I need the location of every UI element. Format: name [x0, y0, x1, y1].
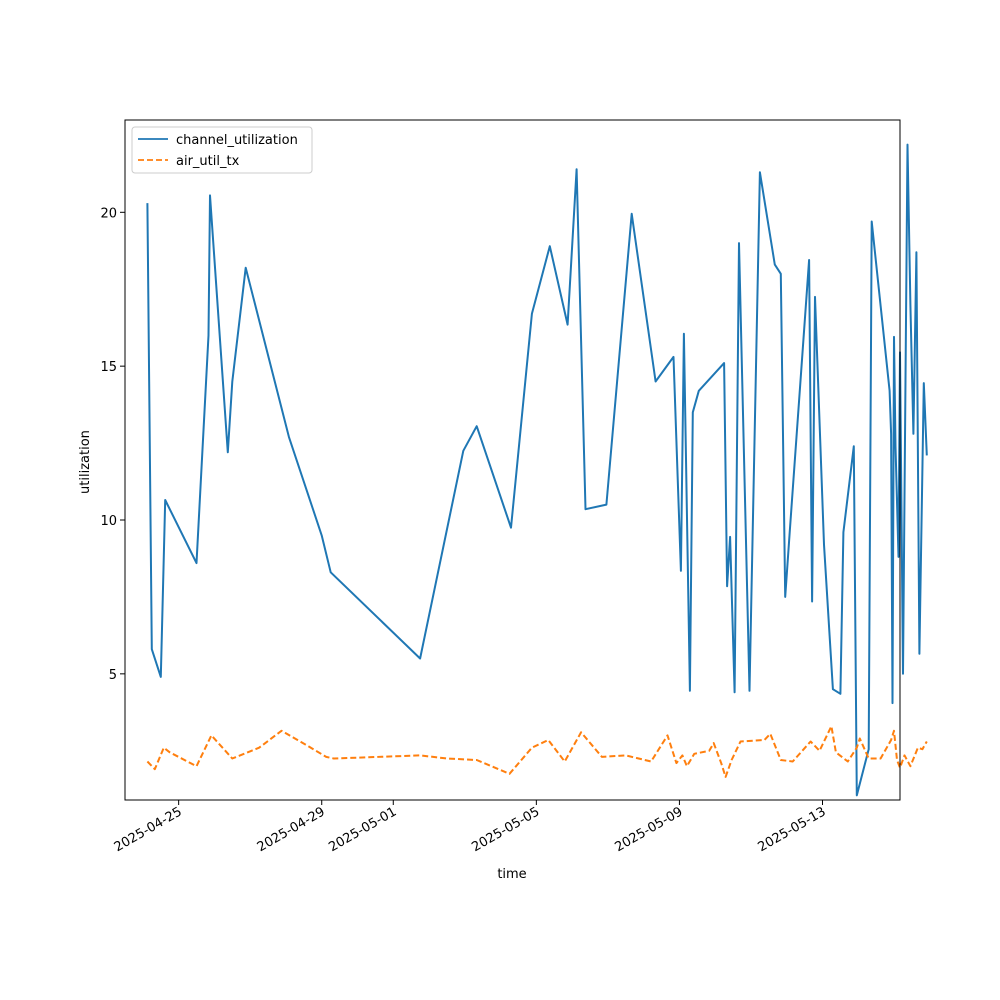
legend: channel_utilization air_util_tx: [131, 126, 313, 174]
legend-label-channel-utilization: channel_utilization: [176, 133, 298, 148]
y-tick-label: 5: [109, 668, 117, 683]
x-axis-label: time: [497, 867, 526, 882]
y-tick-label: 15: [100, 360, 117, 375]
legend-label-air-util-tx: air_util_tx: [176, 154, 240, 169]
legend-frame: [131, 126, 313, 174]
series-line-air-util-tx: [146, 725, 928, 778]
y-axis-label: utilization: [78, 430, 93, 494]
series-line-channel-utilization: [146, 143, 928, 797]
y-tick-label: 10: [100, 514, 117, 529]
y-tick-label: 20: [100, 206, 117, 221]
plot-frame: [124, 119, 901, 801]
y-axis: 5 10 15 20: [100, 206, 125, 683]
series-layer: [146, 143, 928, 797]
